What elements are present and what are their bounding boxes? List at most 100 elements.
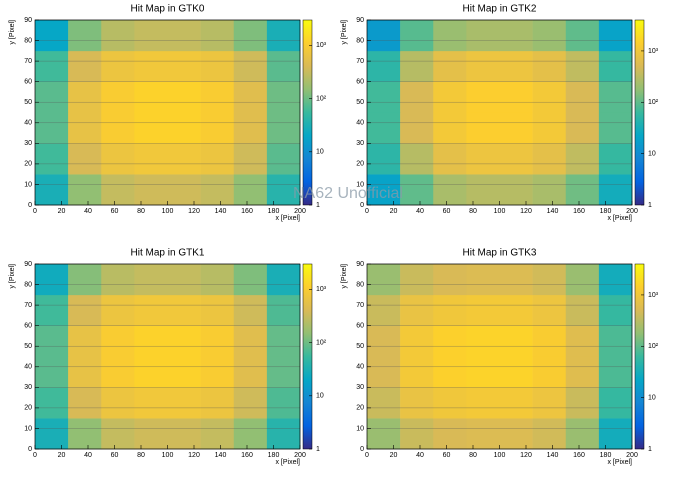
y-tick-label: 60	[356, 79, 364, 86]
heatmap-cell	[367, 418, 401, 450]
x-tick-label: 140	[547, 208, 559, 215]
heatmap-cell	[499, 50, 533, 82]
y-axis-label: y [Pixel]	[9, 264, 16, 289]
heatmap-cell	[68, 81, 102, 113]
colorbar-tick-label: 10	[316, 149, 324, 156]
y-tick-label: 90	[356, 17, 364, 24]
watermark: NA62 Unofficial	[293, 185, 403, 202]
heatmap-cell	[233, 356, 268, 388]
heatmap-cell	[200, 356, 235, 388]
heatmap-cell	[35, 81, 69, 113]
heatmap-cell	[466, 294, 500, 326]
colorbar	[634, 19, 645, 206]
y-tick-label: 40	[356, 364, 364, 371]
colorbar	[302, 263, 313, 450]
heatmap-cell	[433, 50, 467, 82]
y-tick-label: 40	[356, 120, 364, 127]
heatmap-cell	[466, 143, 500, 175]
heatmap-cell	[598, 50, 633, 82]
heatmap-cell	[565, 264, 600, 296]
heatmap-cell	[200, 174, 235, 206]
heatmap-cell	[532, 174, 567, 206]
colorbar-tick-label: 10	[648, 150, 656, 157]
x-tick-label: 180	[600, 452, 612, 459]
heatmap-cell	[598, 112, 633, 144]
heatmap-cell	[134, 356, 168, 388]
heatmap-cell	[266, 264, 301, 296]
heatmap-cell	[400, 418, 434, 450]
y-tick-label: 40	[24, 364, 32, 371]
plot-frame	[366, 263, 633, 450]
colorbar-tick-label: 10³	[316, 286, 327, 293]
x-tick-label: 140	[215, 208, 227, 215]
heatmap-cell	[433, 325, 467, 357]
heatmap-cell	[367, 356, 401, 388]
colorbar-tick-label: 10²	[648, 343, 659, 350]
x-tick-label: 140	[547, 452, 559, 459]
heatmap-cell	[598, 356, 633, 388]
heatmap-cell	[35, 325, 69, 357]
heatmap-cell	[200, 264, 235, 296]
heatmap-cell	[200, 294, 235, 326]
heatmap-cell	[35, 143, 69, 175]
heatmap-cell	[565, 112, 600, 144]
colorbar-tick-label: 10²	[316, 95, 327, 102]
y-tick-label: 0	[360, 202, 364, 209]
heatmap-cell	[134, 294, 168, 326]
x-tick-label: 80	[469, 452, 477, 459]
heatmap-cell	[532, 50, 567, 82]
x-tick-label: 200	[294, 208, 306, 215]
colorbar	[302, 19, 313, 206]
x-tick-label: 40	[416, 452, 424, 459]
y-tick-label: 10	[356, 181, 364, 188]
heatmap-cell	[400, 264, 434, 296]
heatmap-cell	[565, 356, 600, 388]
heatmap-cell	[367, 112, 401, 144]
heatmap-cell	[532, 387, 567, 419]
heatmap-cell	[68, 356, 102, 388]
heatmap-cell	[598, 387, 633, 419]
y-tick-label: 80	[356, 281, 364, 288]
y-tick-label: 40	[24, 120, 32, 127]
heatmap-cell	[167, 325, 201, 357]
heatmap-cell	[134, 418, 168, 450]
x-tick-label: 160	[241, 452, 253, 459]
heatmap-cell	[499, 294, 533, 326]
colorbar-tick-label: 10²	[316, 339, 327, 346]
heatmap-cell	[35, 387, 69, 419]
heatmap-cell	[266, 112, 301, 144]
heatmap-cell	[167, 174, 201, 206]
heatmap-cell	[400, 112, 434, 144]
x-axis-label: x [Pixel]	[275, 459, 300, 466]
y-tick-label: 90	[24, 261, 32, 268]
heatmap-cell	[466, 81, 500, 113]
heatmap-cell	[499, 418, 533, 450]
heatmap-cell	[433, 418, 467, 450]
heatmap-cell	[134, 143, 168, 175]
colorbar-tick-label: 1	[648, 446, 652, 453]
heatmap-cell	[367, 143, 401, 175]
heatmap-cell	[68, 174, 102, 206]
heatmap-cell	[499, 143, 533, 175]
y-tick-label: 60	[24, 79, 32, 86]
heatmap-cell	[101, 174, 135, 206]
heatmap-cell	[565, 387, 600, 419]
heatmap-cell	[101, 356, 135, 388]
heatmap-cell	[68, 325, 102, 357]
heatmap-cell	[266, 20, 301, 52]
heatmap-cell	[532, 112, 567, 144]
heatmap-cell	[466, 174, 500, 206]
x-tick-label: 40	[84, 452, 92, 459]
x-tick-label: 20	[390, 208, 398, 215]
heatmap-cell	[266, 387, 301, 419]
x-tick-label: 160	[573, 208, 585, 215]
x-tick-label: 0	[33, 452, 37, 459]
heatmap-cell	[433, 112, 467, 144]
colorbar-tick-label: 10	[648, 394, 656, 401]
heatmap-cell	[101, 50, 135, 82]
heatmap-cell	[433, 294, 467, 326]
y-tick-label: 60	[356, 323, 364, 330]
heatmap-cell	[433, 356, 467, 388]
heatmap-cell	[233, 387, 268, 419]
